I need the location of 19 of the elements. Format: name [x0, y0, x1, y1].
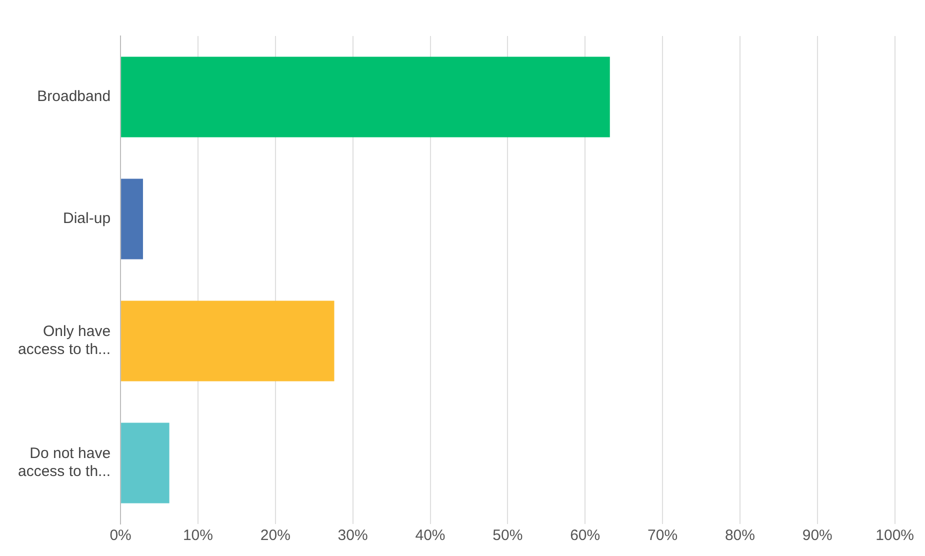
bar [121, 300, 334, 382]
x-tick-label: 60% [570, 527, 600, 544]
bar [121, 56, 610, 138]
bar [121, 422, 170, 504]
x-tick-label: 40% [415, 527, 446, 544]
x-tick-label: 50% [492, 527, 523, 544]
y-tick-label: Only have access to th... [18, 323, 111, 358]
x-tick-label: 20% [260, 527, 290, 544]
x-tick-label: 80% [724, 527, 755, 544]
bar [121, 178, 143, 260]
y-tick-label: Do not have access to th... [18, 445, 111, 480]
x-tick-label: 100% [876, 527, 914, 544]
x-tick-label: 0% [110, 527, 132, 544]
y-tick-label: Broadband [37, 88, 111, 106]
y-tick-label: Dial-up [63, 210, 111, 228]
x-tick-label: 70% [648, 527, 678, 544]
x-tick-label: 10% [182, 527, 213, 544]
x-tick-label: 30% [338, 527, 368, 544]
x-tick-label: 90% [802, 527, 832, 544]
